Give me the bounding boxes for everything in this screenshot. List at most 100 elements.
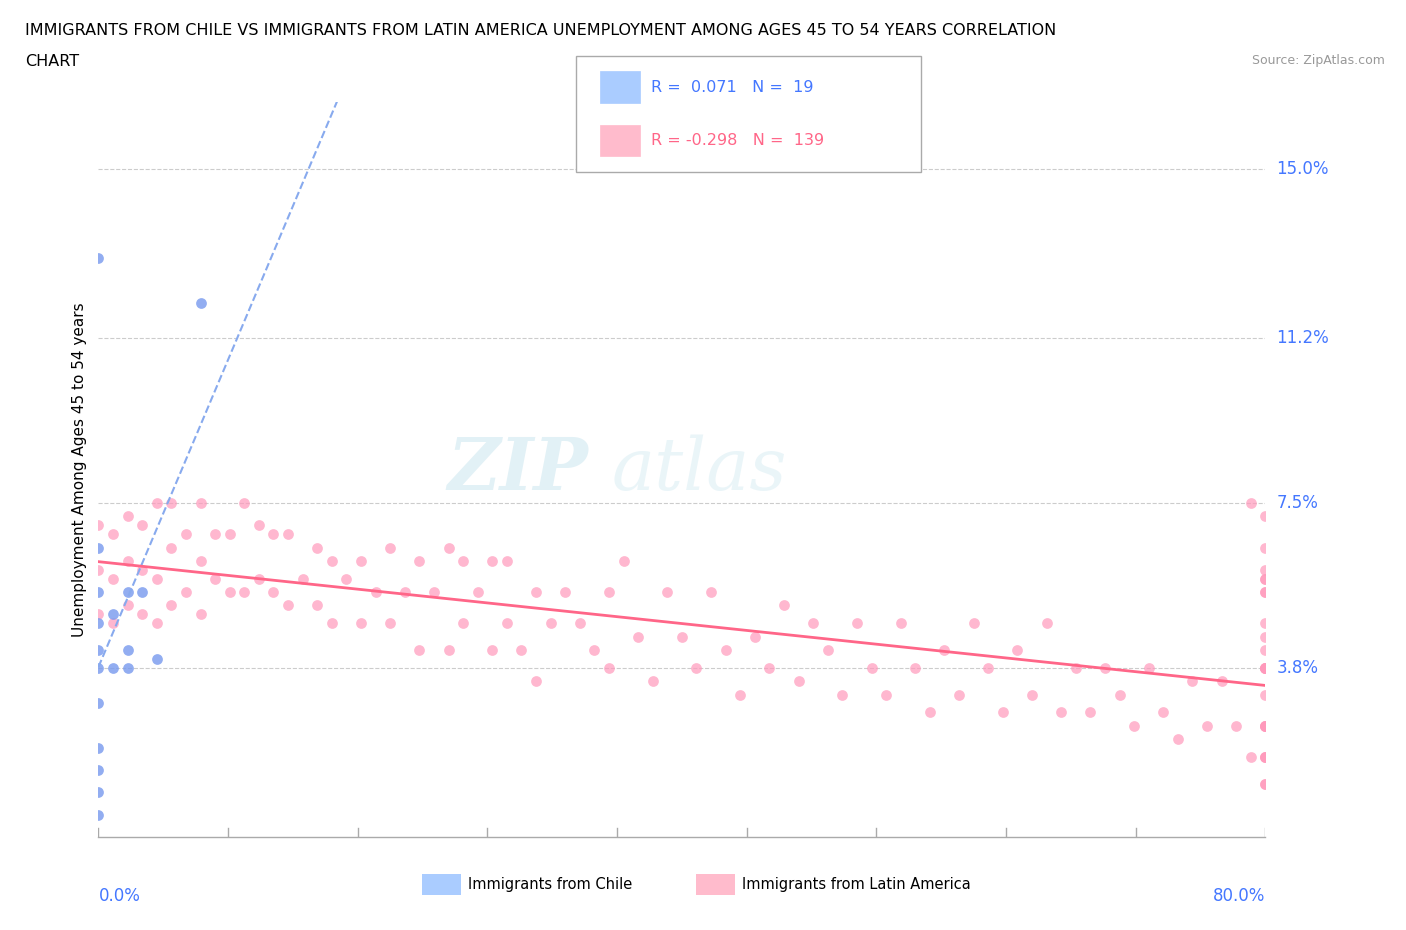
Point	[423, 585, 446, 600]
Point	[612, 553, 634, 568]
Point	[568, 616, 591, 631]
Text: Immigrants from Chile: Immigrants from Chile	[468, 877, 633, 892]
Point	[934, 643, 956, 658]
Point	[233, 496, 256, 511]
Point	[904, 660, 927, 675]
Point	[277, 598, 299, 613]
Text: IMMIGRANTS FROM CHILE VS IMMIGRANTS FROM LATIN AMERICA UNEMPLOYMENT AMONG AGES 4: IMMIGRANTS FROM CHILE VS IMMIGRANTS FROM…	[25, 23, 1056, 38]
Point	[190, 607, 212, 622]
Point	[174, 526, 197, 541]
Point	[1254, 750, 1277, 764]
Point	[350, 616, 373, 631]
Point	[700, 585, 723, 600]
Point	[977, 660, 1000, 675]
Point	[1254, 643, 1277, 658]
Point	[146, 571, 169, 586]
Point	[1094, 660, 1116, 675]
Point	[524, 585, 547, 600]
Point	[451, 553, 474, 568]
Point	[1254, 718, 1277, 733]
Point	[1254, 630, 1277, 644]
Point	[262, 585, 284, 600]
Point	[451, 616, 474, 631]
Point	[364, 585, 387, 600]
Point	[380, 540, 402, 555]
Point	[117, 553, 139, 568]
Point	[87, 763, 110, 777]
Point	[1240, 750, 1263, 764]
Point	[1195, 718, 1218, 733]
Point	[146, 616, 169, 631]
Point	[291, 571, 314, 586]
Point	[1108, 687, 1130, 702]
Point	[1254, 540, 1277, 555]
Point	[277, 526, 299, 541]
Point	[437, 540, 460, 555]
Point	[146, 651, 169, 666]
Point	[1167, 732, 1189, 747]
Point	[730, 687, 752, 702]
Point	[204, 526, 226, 541]
Point	[758, 660, 780, 675]
Text: Immigrants from Latin America: Immigrants from Latin America	[742, 877, 972, 892]
Point	[1254, 660, 1277, 675]
Point	[321, 553, 343, 568]
Point	[307, 598, 329, 613]
Point	[190, 553, 212, 568]
Text: ZIP: ZIP	[447, 434, 589, 505]
Point	[510, 643, 533, 658]
Point	[160, 598, 183, 613]
Point	[1254, 718, 1277, 733]
Point	[1254, 687, 1277, 702]
Point	[1254, 616, 1277, 631]
Point	[714, 643, 737, 658]
Point	[321, 616, 343, 631]
Point	[1254, 509, 1277, 524]
Text: atlas: atlas	[612, 434, 787, 505]
Point	[540, 616, 562, 631]
Point	[87, 696, 110, 711]
Point	[1137, 660, 1160, 675]
Point	[1254, 750, 1277, 764]
Point	[87, 563, 110, 578]
Point	[1007, 643, 1029, 658]
Text: 0.0%: 0.0%	[98, 887, 141, 905]
Point	[87, 740, 110, 755]
Point	[1254, 777, 1277, 791]
Point	[787, 673, 810, 688]
Point	[1254, 571, 1277, 586]
Point	[962, 616, 984, 631]
Point	[117, 660, 139, 675]
Point	[87, 585, 110, 600]
Point	[174, 585, 197, 600]
Point	[467, 585, 489, 600]
Point	[641, 673, 664, 688]
Point	[87, 251, 110, 266]
Point	[496, 553, 519, 568]
Point	[160, 540, 183, 555]
Point	[1254, 660, 1277, 675]
Point	[1181, 673, 1204, 688]
Point	[350, 553, 373, 568]
Point	[394, 585, 416, 600]
Point	[117, 643, 139, 658]
Point	[204, 571, 226, 586]
Point	[335, 571, 357, 586]
Point	[481, 553, 503, 568]
Point	[1211, 673, 1233, 688]
Point	[991, 705, 1014, 720]
Point	[554, 585, 576, 600]
Point	[1254, 660, 1277, 675]
Point	[117, 509, 139, 524]
Point	[1123, 718, 1146, 733]
Text: 7.5%: 7.5%	[1277, 494, 1319, 512]
Point	[598, 660, 620, 675]
Point	[87, 616, 110, 631]
Point	[408, 643, 430, 658]
Y-axis label: Unemployment Among Ages 45 to 54 years: Unemployment Among Ages 45 to 54 years	[72, 302, 87, 637]
Point	[437, 643, 460, 658]
Point	[146, 496, 169, 511]
Point	[801, 616, 824, 631]
Point	[247, 518, 270, 533]
Point	[1254, 660, 1277, 675]
